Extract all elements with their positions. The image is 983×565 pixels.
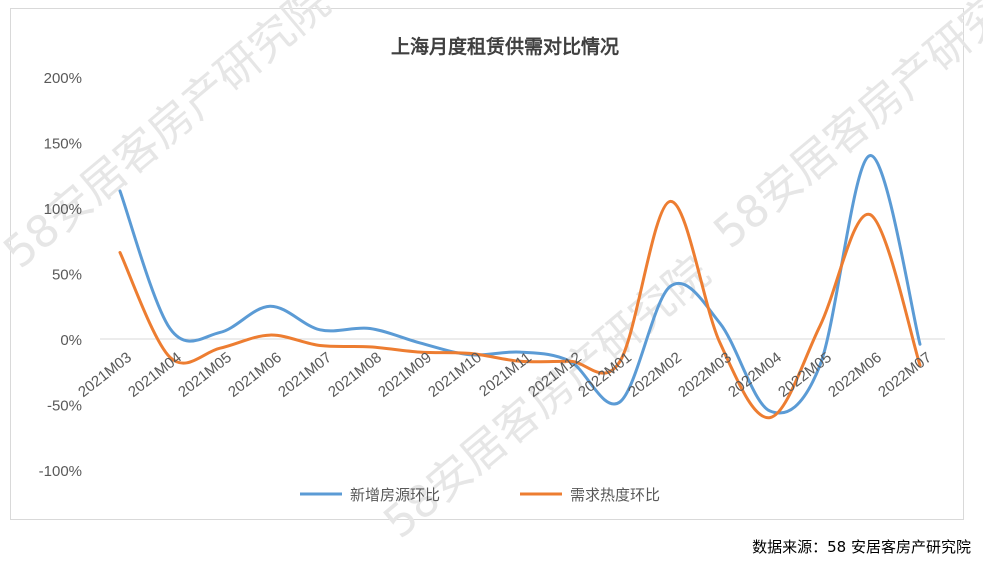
- y-tick-label: 0%: [60, 332, 82, 349]
- x-tick-label: 2021M07: [275, 349, 335, 401]
- series-lines: [118, 154, 922, 420]
- source-note: 数据来源：58 安居客房产研究院: [752, 538, 971, 556]
- y-tick-label: -50%: [47, 398, 82, 415]
- chart-frame: [10, 8, 964, 520]
- y-axis-ticks: 200% 150% 100% 50% 0% -50% -100%: [39, 70, 82, 480]
- x-tick-label: 2021M10: [425, 349, 485, 401]
- legend: 新增房源环比 需求热度环比: [300, 486, 660, 504]
- x-tick-label: 2021M09: [375, 349, 435, 401]
- x-tick-label: 2021M05: [175, 349, 235, 401]
- watermark-text: 58安居客房产研究院: [704, 0, 983, 258]
- x-tick-label: 2022M06: [825, 349, 885, 401]
- x-tick-label: 2021M06: [225, 349, 285, 401]
- legend-label-0: 新增房源环比: [350, 486, 440, 504]
- y-tick-label: 150%: [44, 136, 82, 153]
- x-tick-label: 2022M07: [875, 349, 935, 401]
- x-tick-label: 2021M03: [75, 349, 135, 401]
- series-line-1: [118, 199, 922, 420]
- x-tick-label: 2021M08: [325, 349, 385, 401]
- x-tick-label: 2022M03: [675, 349, 735, 401]
- y-tick-label: 200%: [44, 70, 82, 87]
- y-tick-label: 100%: [44, 201, 82, 218]
- y-tick-label: -100%: [39, 463, 82, 480]
- y-tick-label: 50%: [52, 267, 82, 284]
- x-tick-label: 2021M04: [125, 349, 185, 401]
- chart-title: 上海月度租赁供需对比情况: [391, 35, 619, 58]
- legend-label-1: 需求热度环比: [570, 486, 660, 504]
